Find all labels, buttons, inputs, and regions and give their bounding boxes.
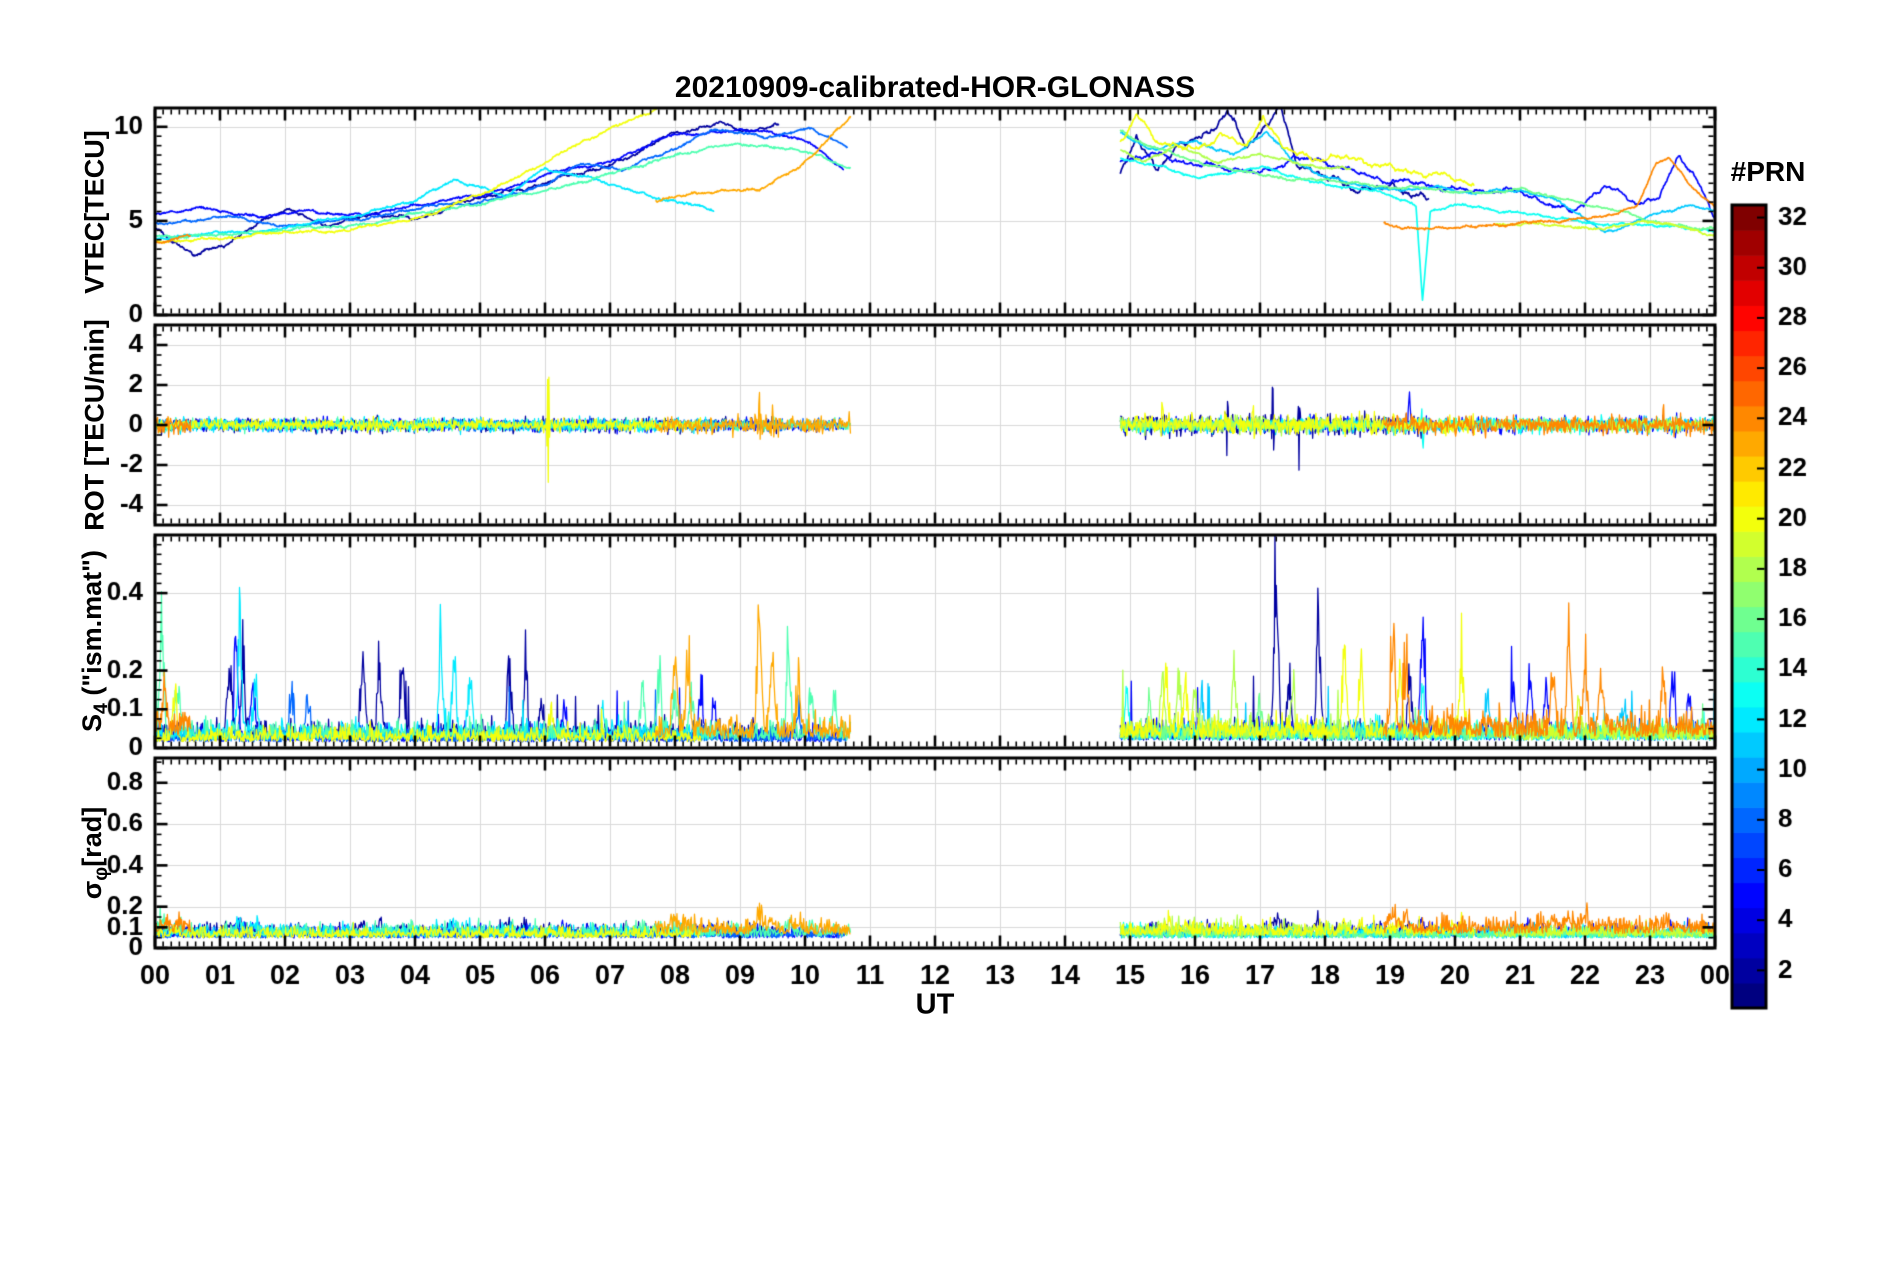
s4-symbol: S: [76, 713, 107, 732]
y-axis-label-rot: ROT [TECU/min]: [80, 319, 111, 530]
y-axis-label-vtec-text: VTEC[TECU]: [79, 130, 110, 294]
y-axis-label-sigma-phi: σφ[rad]: [77, 807, 113, 899]
chart-title: 20210909-calibrated-HOR-GLONASS: [674, 71, 1196, 104]
x-axis-label: UT: [915, 988, 955, 1021]
sigma-symbol: σ: [76, 880, 107, 900]
s4-subscript: 4: [90, 703, 113, 714]
sigma-unit: [rad]: [76, 806, 107, 867]
y-axis-label-rot-text: ROT [TECU/min]: [79, 319, 110, 531]
y-axis-label-vtec: VTEC[TECU]: [80, 130, 111, 294]
phi-subscript: φ: [90, 866, 113, 881]
colorbar-title: #PRN: [1730, 156, 1806, 187]
s4-unit: ("ism.mat"): [76, 550, 107, 704]
y-axis-label-s4: S4 ("ism.mat"): [77, 550, 113, 732]
